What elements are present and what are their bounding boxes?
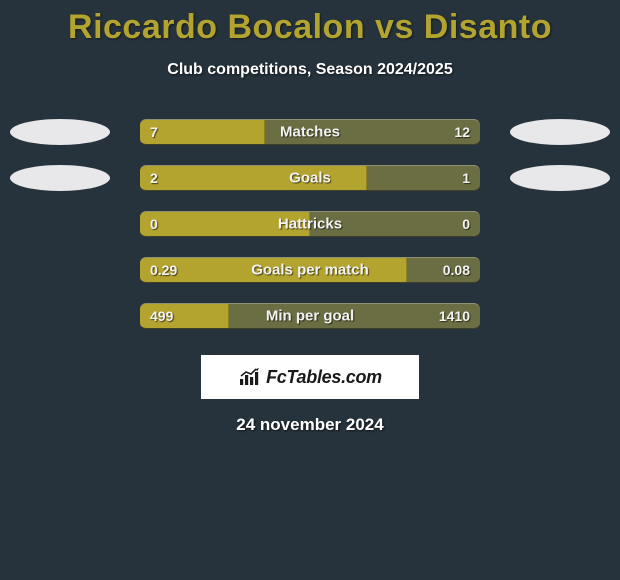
stat-left-value: 7 bbox=[150, 124, 158, 140]
stat-left-value: 0.29 bbox=[150, 262, 177, 278]
logo-text: FcTables.com bbox=[266, 367, 382, 388]
stat-left-value: 2 bbox=[150, 170, 158, 186]
stat-bar: 00Hattricks bbox=[140, 211, 480, 237]
page-title: Riccardo Bocalon vs Disanto bbox=[0, 0, 620, 47]
stat-bar-left-fill bbox=[140, 120, 265, 144]
stat-bar-left-fill bbox=[140, 258, 407, 282]
chart-icon bbox=[238, 367, 262, 387]
stat-bar-left-fill bbox=[140, 166, 367, 190]
stat-row: 4991410Min per goal bbox=[0, 293, 620, 339]
stat-right-value: 0 bbox=[462, 216, 470, 232]
stat-right-value: 0.08 bbox=[443, 262, 470, 278]
stat-row: 0.290.08Goals per match bbox=[0, 247, 620, 293]
stat-left-value: 499 bbox=[150, 308, 173, 324]
stat-row: 712Matches bbox=[0, 109, 620, 155]
subtitle: Club competitions, Season 2024/2025 bbox=[0, 61, 620, 79]
stat-bar: 0.290.08Goals per match bbox=[140, 257, 480, 283]
logo-box[interactable]: FcTables.com bbox=[201, 355, 419, 399]
player-right-marker bbox=[510, 119, 610, 145]
comparison-chart: 712Matches21Goals00Hattricks0.290.08Goal… bbox=[0, 109, 620, 339]
player-left-marker bbox=[10, 165, 110, 191]
stat-right-value: 12 bbox=[454, 124, 470, 140]
stat-bar: 712Matches bbox=[140, 119, 480, 145]
player-right-marker bbox=[510, 165, 610, 191]
stat-right-value: 1 bbox=[462, 170, 470, 186]
stat-right-value: 1410 bbox=[439, 308, 470, 324]
stat-row: 00Hattricks bbox=[0, 201, 620, 247]
player-left-marker bbox=[10, 119, 110, 145]
stat-bar-left-fill bbox=[140, 212, 310, 236]
stat-row: 21Goals bbox=[0, 155, 620, 201]
stat-left-value: 0 bbox=[150, 216, 158, 232]
stat-bar: 21Goals bbox=[140, 165, 480, 191]
date-text: 24 november 2024 bbox=[0, 415, 620, 435]
stat-bar: 4991410Min per goal bbox=[140, 303, 480, 329]
